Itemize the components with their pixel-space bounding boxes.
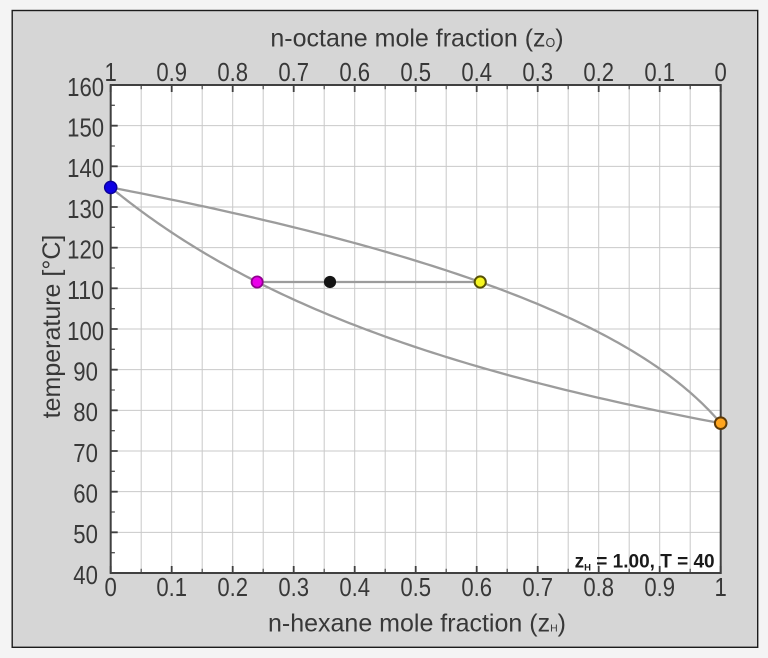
svg-text:0.7: 0.7 bbox=[278, 57, 309, 87]
svg-text:0.9: 0.9 bbox=[156, 57, 187, 87]
svg-text:0.4: 0.4 bbox=[461, 57, 492, 87]
svg-text:40: 40 bbox=[73, 560, 98, 590]
svg-text:0.8: 0.8 bbox=[217, 57, 248, 87]
svg-text:0.6: 0.6 bbox=[461, 572, 492, 602]
svg-text:0.1: 0.1 bbox=[644, 57, 675, 87]
svg-text:110: 110 bbox=[67, 275, 104, 305]
svg-text:90: 90 bbox=[73, 357, 98, 387]
svg-text:n-octane mole fraction (zO): n-octane mole fraction (zO) bbox=[270, 24, 563, 52]
svg-text:0.6: 0.6 bbox=[339, 57, 370, 87]
svg-text:150: 150 bbox=[67, 113, 104, 143]
svg-text:0: 0 bbox=[715, 57, 727, 87]
svg-text:60: 60 bbox=[73, 479, 98, 509]
svg-text:1: 1 bbox=[105, 57, 117, 87]
svg-text:50: 50 bbox=[73, 519, 98, 549]
svg-text:0.4: 0.4 bbox=[339, 572, 370, 602]
svg-text:70: 70 bbox=[73, 438, 98, 468]
svg-text:0.2: 0.2 bbox=[583, 57, 614, 87]
svg-text:0.3: 0.3 bbox=[278, 572, 309, 602]
svg-text:120: 120 bbox=[67, 235, 104, 265]
svg-text:0.5: 0.5 bbox=[400, 57, 431, 87]
svg-text:0.1: 0.1 bbox=[156, 572, 187, 602]
svg-text:0.2: 0.2 bbox=[217, 572, 248, 602]
svg-text:0: 0 bbox=[105, 572, 117, 602]
svg-text:temperature [°C]: temperature [°C] bbox=[38, 235, 66, 419]
svg-text:130: 130 bbox=[67, 194, 104, 224]
svg-text:0.3: 0.3 bbox=[522, 57, 553, 87]
svg-text:0.9: 0.9 bbox=[644, 572, 675, 602]
svg-text:0.5: 0.5 bbox=[400, 572, 431, 602]
svg-text:1: 1 bbox=[715, 572, 727, 602]
svg-text:160: 160 bbox=[67, 72, 104, 102]
svg-text:0.7: 0.7 bbox=[522, 572, 553, 602]
svg-text:140: 140 bbox=[67, 153, 104, 183]
svg-text:100: 100 bbox=[67, 316, 104, 346]
svg-text:0.8: 0.8 bbox=[583, 572, 614, 602]
svg-text:zH = 1.00, T = 40: zH = 1.00, T = 40 bbox=[575, 552, 715, 574]
svg-text:80: 80 bbox=[73, 397, 98, 427]
svg-text:n-hexane mole fraction (zH): n-hexane mole fraction (zH) bbox=[268, 609, 566, 637]
